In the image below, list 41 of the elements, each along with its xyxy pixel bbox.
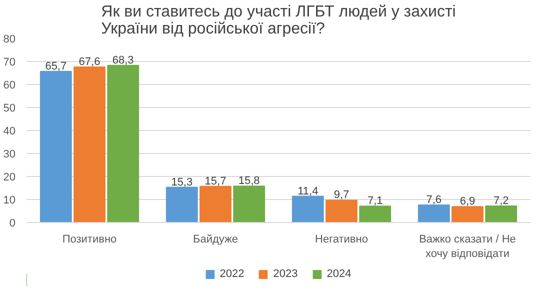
y-tick-label: 40 <box>3 126 16 138</box>
data-label: 7,6 <box>426 194 442 206</box>
bar <box>74 66 106 222</box>
y-tick-label: 30 <box>3 148 16 160</box>
chart-title: Як ви ставитесь до участі ЛГБТ людей у захисті України від російської агресії? <box>101 4 456 38</box>
bar <box>452 206 484 222</box>
bar <box>233 186 266 222</box>
y-tick-label: 0 <box>9 218 16 230</box>
y-tick-label: 80 <box>3 34 16 46</box>
x-tick-label: Байдуже <box>193 234 238 246</box>
bar <box>485 205 518 222</box>
y-tick-label: 50 <box>3 102 16 114</box>
legend-label: 2023 <box>273 268 298 280</box>
bar <box>418 204 450 222</box>
data-label: 11,4 <box>298 185 318 198</box>
bar <box>40 70 72 222</box>
x-tick-label: Негативно <box>315 234 368 246</box>
data-label: 9,7 <box>334 189 350 202</box>
y-tick-label: 20 <box>3 172 16 184</box>
legend-label: 2024 <box>326 268 352 280</box>
data-label: 65,7 <box>45 60 67 72</box>
bar <box>359 206 392 222</box>
data-label: 7,2 <box>493 194 509 207</box>
data-label: 7,1 <box>367 195 383 208</box>
y-tick-label: 70 <box>3 56 16 68</box>
y-tick-label: 10 <box>3 194 16 206</box>
x-tick-label: Позитивно <box>62 234 117 246</box>
bar <box>292 196 324 222</box>
bar <box>107 64 140 222</box>
y-tick-label: 60 <box>3 80 16 92</box>
data-label: 67,6 <box>78 56 100 68</box>
data-label: 15,8 <box>238 175 260 188</box>
data-label: 68,3 <box>112 54 134 66</box>
data-label: 6,9 <box>460 196 476 208</box>
legend-label: 2022 <box>220 268 244 280</box>
bar <box>200 186 232 222</box>
bar <box>326 200 358 222</box>
x-tick-label: Важко сказати / Не хочу відповідати <box>419 234 516 260</box>
bar <box>166 186 198 222</box>
data-label: 15,3 <box>171 176 193 188</box>
data-label: 15,7 <box>204 175 226 188</box>
